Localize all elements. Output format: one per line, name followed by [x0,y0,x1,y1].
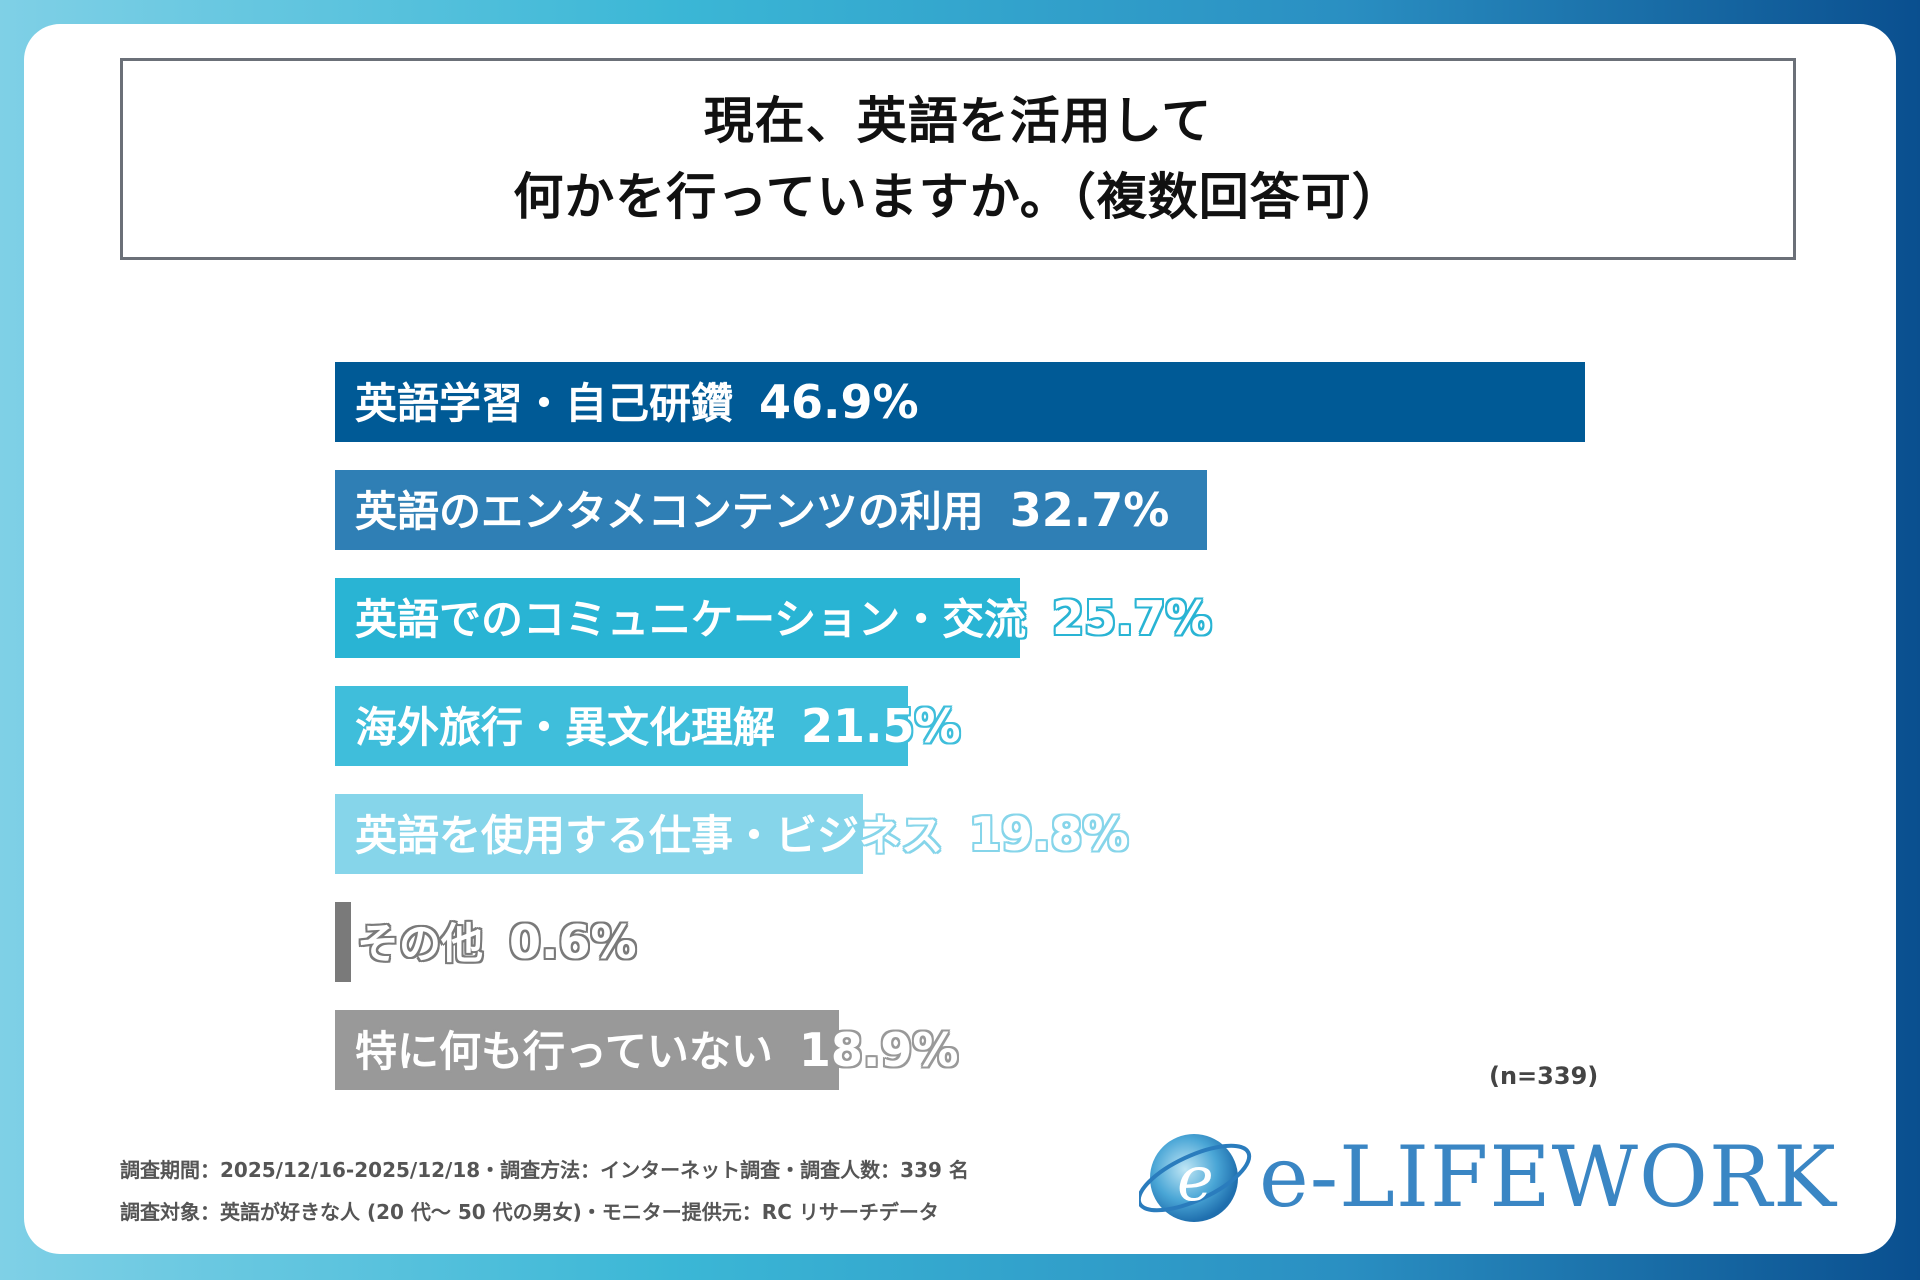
e-lifework-logo: e e-LIFEWORK [1136,1122,1836,1232]
bar [335,794,863,874]
value-label: 25.7% [1052,591,1212,645]
bar [335,902,351,982]
category-label: 英語でのコミュニケーション・交流 [355,595,1027,644]
category-label: 特に何も行っていない [355,1027,773,1076]
card: 現在、英語を活用して 何かを行っていますか。（複数回答可） 英語学習・自己研鑽 4… [24,24,1896,1254]
footer-survey-target: 調査対象：英語が好きな人 (20 代～ 50 代の男女)・モニター提供元：RC … [120,1200,939,1224]
bar [335,578,1020,658]
category-label: その他 [357,919,484,968]
svg-text:e: e [1177,1142,1214,1215]
bar [335,1010,839,1090]
value-label: 19.8% [969,807,1129,861]
title-box: 現在、英語を活用して 何かを行っていますか。（複数回答可） [120,58,1796,260]
footer-survey-period: 調査期間：2025/12/16-2025/12/18・調査方法：インターネット調… [120,1158,969,1182]
title-line-1: 現在、英語を活用して [703,92,1213,150]
value-label: 0.6% [509,915,637,969]
bar [335,470,1207,550]
logo-mark-icon: e [1136,1134,1252,1222]
value-label: 21.5% [801,699,961,753]
value-label: 18.9% [798,1023,959,1077]
bar-label: 特に何も行っていない 18.9% [355,1010,959,1090]
bar-label: その他 0.6% [357,902,637,982]
bar-label: 海外旅行・異文化理解 21.5% [355,686,961,766]
title-line-2: 何かを行っていますか。（複数回答可） [513,168,1403,226]
value-label: 46.9% [759,375,919,429]
bar [335,686,909,766]
category-label: 海外旅行・異文化理解 [355,703,776,752]
logo-text: e-LIFEWORK [1259,1128,1837,1226]
category-label: 英語学習・自己研鑽 [355,379,734,428]
bar [335,362,1585,442]
value-label: 32.7% [1009,483,1170,537]
bar-label: 英語を使用する仕事・ビジネス 19.8% [355,794,1129,874]
category-label: 英語を使用する仕事・ビジネス [355,811,944,860]
bar-label: 英語でのコミュニケーション・交流 25.7% [355,578,1212,658]
bar-chart: 英語学習・自己研鑽 46.9% 英語のエンタメコンテンツの利用 32.7% 英語でのコミ… [24,24,1896,1254]
bar-label: 英語学習・自己研鑽 46.9% [355,362,919,442]
bar-label: 英語のエンタメコンテンツの利用 32.7% [355,470,1169,550]
sample-size-note: (n=339) [1489,1062,1599,1090]
category-label: 英語のエンタメコンテンツの利用 [355,487,984,536]
